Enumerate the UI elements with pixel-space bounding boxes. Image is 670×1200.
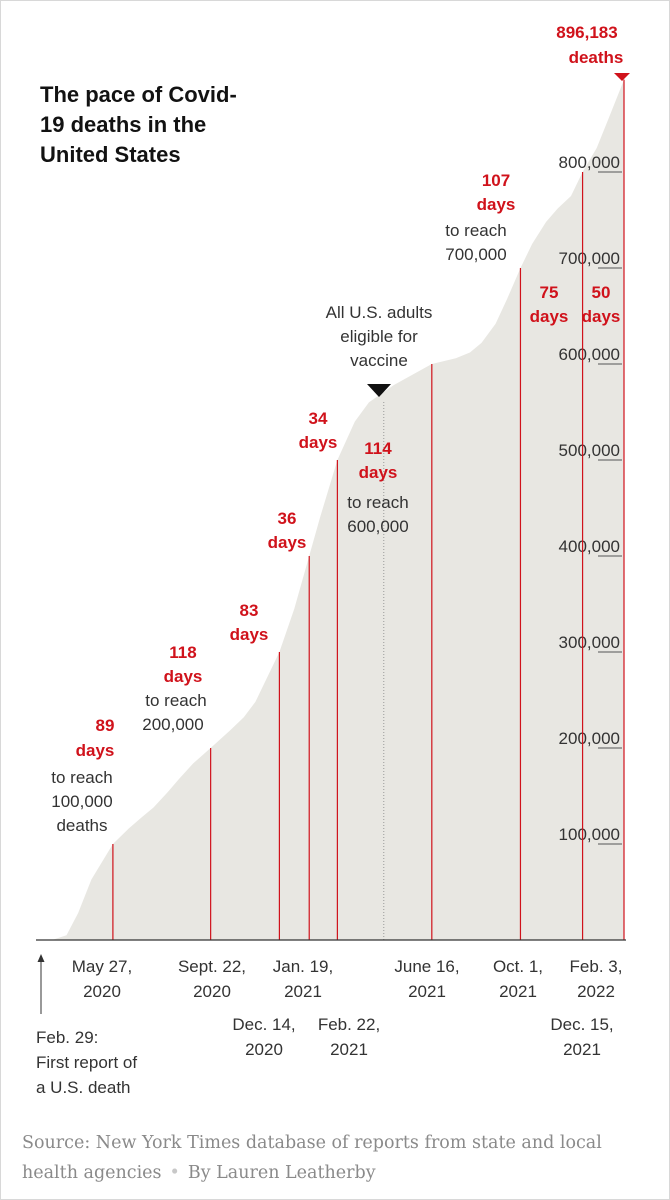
byline: By Lauren Leatherby bbox=[187, 1163, 376, 1183]
x-label-year: 2021 bbox=[408, 982, 446, 1001]
separator-dot: • bbox=[169, 1163, 180, 1183]
y-tick-label: 400,000 bbox=[559, 537, 620, 556]
start-arrow-icon bbox=[37, 954, 45, 962]
start-note: a U.S. death bbox=[36, 1078, 131, 1097]
y-tick-label: 200,000 bbox=[559, 729, 620, 748]
chart-title: The pace of Covid-19 deaths in the Unite… bbox=[40, 82, 237, 167]
callout-days: 75 bbox=[540, 283, 559, 302]
chart-svg: 100,000 200,000 300,000 400,000 500,000 600,0… bbox=[36, 23, 630, 1097]
callout-days-word: days bbox=[477, 195, 516, 214]
start-note: First report of bbox=[36, 1053, 137, 1072]
callout-days: 118 bbox=[169, 643, 196, 662]
x-label-year: 2020 bbox=[193, 982, 231, 1001]
callout-note: to reach bbox=[347, 493, 408, 512]
y-tick-label: 100,000 bbox=[559, 825, 620, 844]
vaccine-annotation-text: All U.S. adults bbox=[326, 303, 433, 322]
source-footer: Source: New York Times database of repor… bbox=[22, 1128, 642, 1188]
x-label: June 16, bbox=[394, 957, 459, 976]
callout-days: 89 bbox=[96, 716, 115, 735]
callout-days-word: days bbox=[76, 741, 115, 760]
vaccine-annotation-text: vaccine bbox=[350, 351, 408, 370]
callout-days-word: days bbox=[530, 307, 569, 326]
x-label-year: 2021 bbox=[330, 1040, 368, 1059]
x-label: Sept. 22, bbox=[178, 957, 246, 976]
final-value: 896,183 bbox=[556, 23, 617, 42]
x-label: Dec. 15, bbox=[550, 1015, 613, 1034]
vaccine-marker-icon bbox=[367, 384, 391, 397]
callout-days: 34 bbox=[309, 409, 328, 428]
x-label: Feb. 22, bbox=[318, 1015, 380, 1034]
callout-days-word: days bbox=[230, 625, 269, 644]
start-note: Feb. 29: bbox=[36, 1028, 98, 1047]
final-value-unit: deaths bbox=[569, 48, 624, 67]
callout-days: 36 bbox=[278, 509, 297, 528]
callout-note: 600,000 bbox=[347, 517, 408, 536]
vaccine-annotation-text: eligible for bbox=[340, 327, 418, 346]
callout-note: 700,000 bbox=[445, 245, 506, 264]
callout-days-word: days bbox=[582, 307, 621, 326]
x-label: Jan. 19, bbox=[273, 957, 334, 976]
callout-note: 100,000 bbox=[51, 792, 112, 811]
x-label-year: 2021 bbox=[563, 1040, 601, 1059]
callout-note: deaths bbox=[56, 816, 107, 835]
y-tick-label: 300,000 bbox=[559, 633, 620, 652]
y-tick-label: 700,000 bbox=[559, 249, 620, 268]
x-label-year: 2020 bbox=[83, 982, 121, 1001]
x-label: May 27, bbox=[72, 957, 132, 976]
callout-days-word: days bbox=[299, 433, 338, 452]
callout-note: to reach bbox=[145, 691, 206, 710]
callout-days-word: days bbox=[359, 463, 398, 482]
y-tick-label: 800,000 bbox=[559, 153, 620, 172]
x-label: Dec. 14, bbox=[232, 1015, 295, 1034]
x-label: Oct. 1, bbox=[493, 957, 543, 976]
x-label-year: 2020 bbox=[245, 1040, 283, 1059]
callout-days: 83 bbox=[240, 601, 259, 620]
callout-note: to reach bbox=[445, 221, 506, 240]
source-text: Source: New York Times database of repor… bbox=[22, 1133, 602, 1183]
callout-days: 50 bbox=[592, 283, 611, 302]
callout-days: 107 bbox=[482, 171, 510, 190]
callout-days: 114 bbox=[364, 439, 392, 458]
x-label-year: 2021 bbox=[284, 982, 322, 1001]
callout-days-word: days bbox=[268, 533, 307, 552]
callout-note: to reach bbox=[51, 768, 112, 787]
y-tick-label: 500,000 bbox=[559, 441, 620, 460]
callout-note: 200,000 bbox=[142, 715, 203, 734]
deaths-area bbox=[40, 79, 624, 940]
x-label-year: 2022 bbox=[577, 982, 615, 1001]
x-label-year: 2021 bbox=[499, 982, 537, 1001]
callout-days-word: days bbox=[164, 667, 203, 686]
final-value-marker-icon bbox=[614, 73, 630, 81]
y-tick-label: 600,000 bbox=[559, 345, 620, 364]
x-label: Feb. 3, bbox=[570, 957, 623, 976]
